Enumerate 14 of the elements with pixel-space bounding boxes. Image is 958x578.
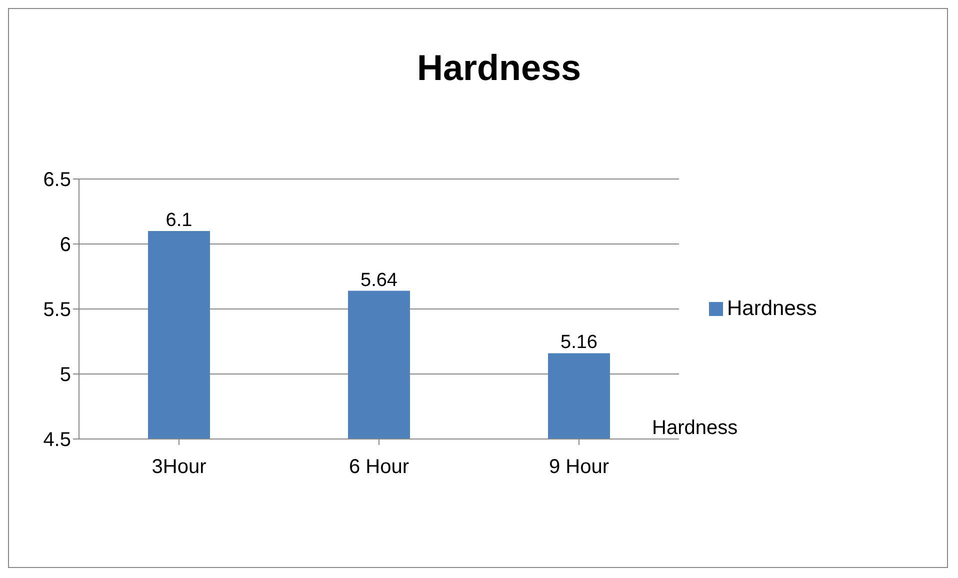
y-tick-label: 6 — [60, 234, 71, 256]
legend-label: Hardness — [727, 297, 817, 320]
y-tick-label: 5 — [60, 364, 71, 386]
x-tick-label: 9 Hour — [548, 456, 610, 478]
x-tick-label: 6 Hour — [348, 456, 410, 478]
annotation: Hardness — [652, 417, 738, 440]
y-tick-label: 6.5 — [43, 169, 71, 192]
data-label: 6.1 — [166, 210, 192, 231]
y-tick-label: 5.5 — [43, 299, 71, 322]
x-tick-label: 3Hour — [152, 456, 207, 478]
data-label: 5.64 — [360, 270, 398, 291]
chart-title: Hardness — [416, 47, 582, 89]
data-label: 5.16 — [560, 332, 598, 354]
y-tick-label: 4.5 — [43, 429, 71, 452]
